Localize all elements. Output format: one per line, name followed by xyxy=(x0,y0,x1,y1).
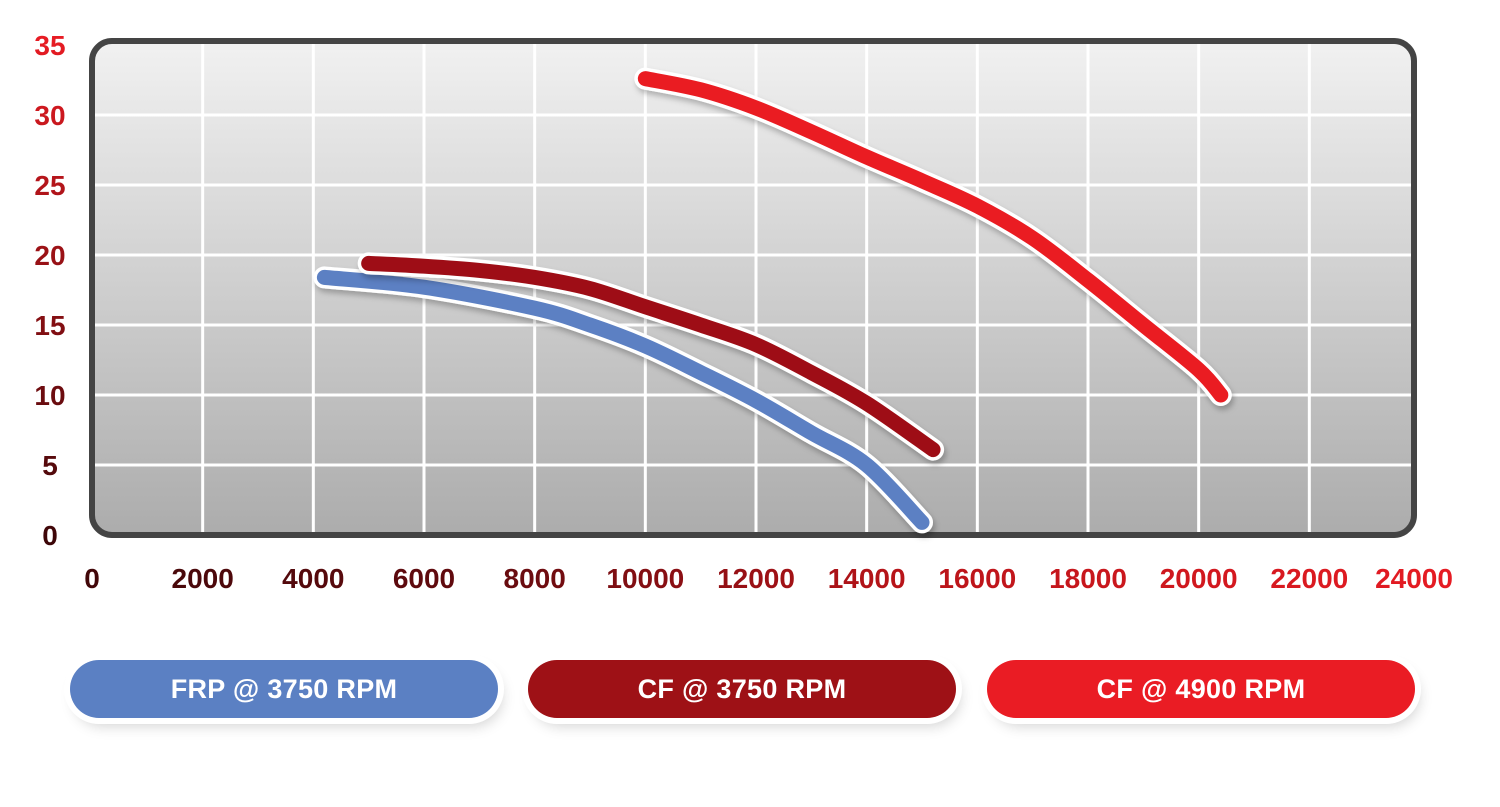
legend-label: CF @ 4900 RPM xyxy=(1096,673,1306,704)
y-tick-label: 10 xyxy=(34,380,65,411)
series-layer xyxy=(313,67,1232,534)
x-tick-label: 10000 xyxy=(606,563,684,594)
series-2 xyxy=(357,252,945,461)
x-tick-label: 20000 xyxy=(1160,563,1238,594)
x-tick-label: 14000 xyxy=(828,563,906,594)
y-tick-label: 5 xyxy=(42,450,58,481)
x-tick-label: 24000 xyxy=(1375,563,1453,594)
x-tick-label: 0 xyxy=(84,563,100,594)
x-tick-label: 2000 xyxy=(172,563,234,594)
x-tick-label: 6000 xyxy=(393,563,455,594)
legend-label: FRP @ 3750 RPM xyxy=(170,673,398,704)
x-tick-label: 16000 xyxy=(938,563,1016,594)
x-tick-label: 4000 xyxy=(282,563,344,594)
y-tick-label: 15 xyxy=(34,310,65,341)
legend-item-frp-3750: FRP @ 3750 RPM xyxy=(70,660,498,718)
legend: FRP @ 3750 RPM CF @ 3750 RPM CF @ 4900 R… xyxy=(0,652,1500,742)
legend-label: CF @ 3750 RPM xyxy=(637,673,847,704)
series-1 xyxy=(313,266,933,534)
legend-item-cf-4900: CF @ 4900 RPM xyxy=(987,660,1415,718)
x-tick-label: 18000 xyxy=(1049,563,1127,594)
y-tick-label: 35 xyxy=(34,30,65,61)
series-3 xyxy=(634,67,1232,406)
y-tick-label: 30 xyxy=(34,100,65,131)
y-tick-label: 25 xyxy=(34,170,65,201)
y-tick-label: 0 xyxy=(42,520,58,551)
legend-item-cf-3750: CF @ 3750 RPM xyxy=(528,660,956,718)
x-tick-label: 12000 xyxy=(717,563,795,594)
x-tick-label: 8000 xyxy=(504,563,566,594)
x-tick-label: 22000 xyxy=(1270,563,1348,594)
x-axis: 0 2000 4000 6000 8000 10000 12000 14000 16000 180… xyxy=(84,563,1453,594)
y-axis: 0 5 10 15 20 25 30 35 xyxy=(34,30,65,551)
grid-lines xyxy=(95,44,1411,532)
series-line xyxy=(637,71,1229,403)
series-line xyxy=(316,269,930,530)
series-line xyxy=(361,255,941,458)
y-tick-label: 20 xyxy=(34,240,65,271)
